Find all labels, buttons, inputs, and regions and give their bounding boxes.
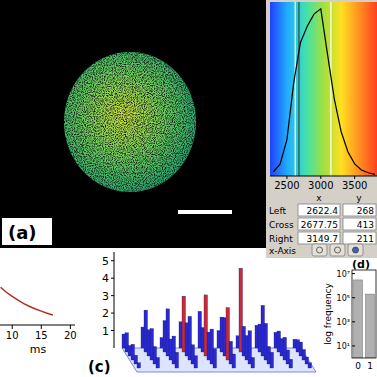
value-box xyxy=(298,218,340,230)
button-icon xyxy=(335,247,341,253)
tick-label: 3500 xyxy=(342,180,367,191)
figure: (a) 2500 3000 3500 x y Left 2622.4 268 Cross 2677.… xyxy=(0,0,377,377)
tick-label: 10 xyxy=(6,330,19,341)
tick xyxy=(41,325,42,329)
panel-label: (a) xyxy=(8,222,37,243)
tick-label: 1 xyxy=(102,325,109,338)
axis-label: log frequency xyxy=(323,282,333,344)
tick-label: 10³ xyxy=(337,318,350,327)
tick-label: 3000 xyxy=(308,180,333,191)
bar3d xyxy=(270,352,274,368)
bar3d xyxy=(137,363,141,368)
plot-group xyxy=(354,280,375,358)
bar3d xyxy=(232,354,236,368)
tick-label: 4 xyxy=(102,272,109,285)
tick xyxy=(12,325,13,329)
plot-area xyxy=(270,2,377,176)
bar3d xyxy=(251,358,255,368)
table-header: x xyxy=(316,193,322,203)
value-box xyxy=(343,218,376,230)
tick-label: 1 xyxy=(367,361,373,371)
speckle xyxy=(60,50,200,195)
cell-value: 211 xyxy=(357,234,374,244)
tick-label: 15 xyxy=(35,330,48,341)
cell-value: 2622.4 xyxy=(307,206,339,216)
cell-value: 3149.7 xyxy=(307,234,339,244)
tick-label: 10¹ xyxy=(337,342,350,351)
toolbar-button[interactable] xyxy=(312,244,327,256)
bar3d xyxy=(194,356,198,368)
z-axis xyxy=(114,252,115,348)
tick xyxy=(111,278,114,279)
tick xyxy=(286,176,287,179)
panel-label: (c) xyxy=(88,358,111,376)
plot-group xyxy=(1,287,53,315)
panel-label: (d) xyxy=(352,258,370,271)
bar xyxy=(366,294,375,358)
toolbar-button[interactable] xyxy=(348,244,363,256)
value-box xyxy=(343,204,376,216)
value-box xyxy=(298,232,340,244)
tick-label: 10⁵ xyxy=(337,294,350,303)
axis-selector-label: x-Axis xyxy=(269,246,296,256)
tick-label: 2500 xyxy=(274,180,299,191)
value-box xyxy=(298,204,340,216)
row-label: Cross xyxy=(269,220,294,230)
tick-label: 0 xyxy=(355,361,361,371)
tick-label: 20 xyxy=(64,330,77,341)
tick xyxy=(111,295,114,296)
tick xyxy=(70,325,71,329)
software-panel xyxy=(266,0,377,258)
button-icon xyxy=(353,247,359,253)
scale-bar xyxy=(178,210,232,214)
histogram-line xyxy=(273,9,375,175)
table-header: y xyxy=(356,193,362,203)
tick xyxy=(111,313,114,314)
plot-group xyxy=(273,2,375,176)
tick-label: 2 xyxy=(102,307,109,320)
label-box xyxy=(2,218,52,245)
decay-line xyxy=(1,287,53,315)
tick xyxy=(354,176,355,179)
bar3d xyxy=(175,352,179,368)
tick xyxy=(352,321,355,322)
tick xyxy=(111,260,114,261)
toolbar-button[interactable] xyxy=(330,244,345,256)
x-axis xyxy=(0,325,75,326)
value-box xyxy=(343,232,376,244)
image-background xyxy=(0,0,266,248)
cell-value: 268 xyxy=(357,206,374,216)
tick-label: 3 xyxy=(102,290,109,303)
cell-value: 413 xyxy=(357,220,374,230)
tick xyxy=(320,176,321,179)
axis-label: ms xyxy=(30,343,47,356)
bar3d xyxy=(289,359,293,368)
button-icon xyxy=(317,247,323,253)
tick xyxy=(111,330,114,331)
cursor-line xyxy=(330,2,331,176)
bar3d xyxy=(156,358,160,368)
tick xyxy=(352,273,355,274)
plot-group xyxy=(122,268,312,368)
cursor-line xyxy=(298,2,299,176)
tick-label: 5 xyxy=(102,255,109,268)
row-label: Right xyxy=(269,234,293,244)
tick xyxy=(352,345,355,346)
cell-value: 2677.75 xyxy=(301,220,338,230)
x-axis xyxy=(270,176,377,177)
bar3d xyxy=(308,363,312,368)
bar3d xyxy=(213,349,217,368)
plot-frame xyxy=(352,270,376,358)
tick xyxy=(352,297,355,298)
cursor-line xyxy=(295,2,296,176)
tick-label: 10⁷ xyxy=(337,270,350,279)
row-label: Left xyxy=(269,206,286,216)
